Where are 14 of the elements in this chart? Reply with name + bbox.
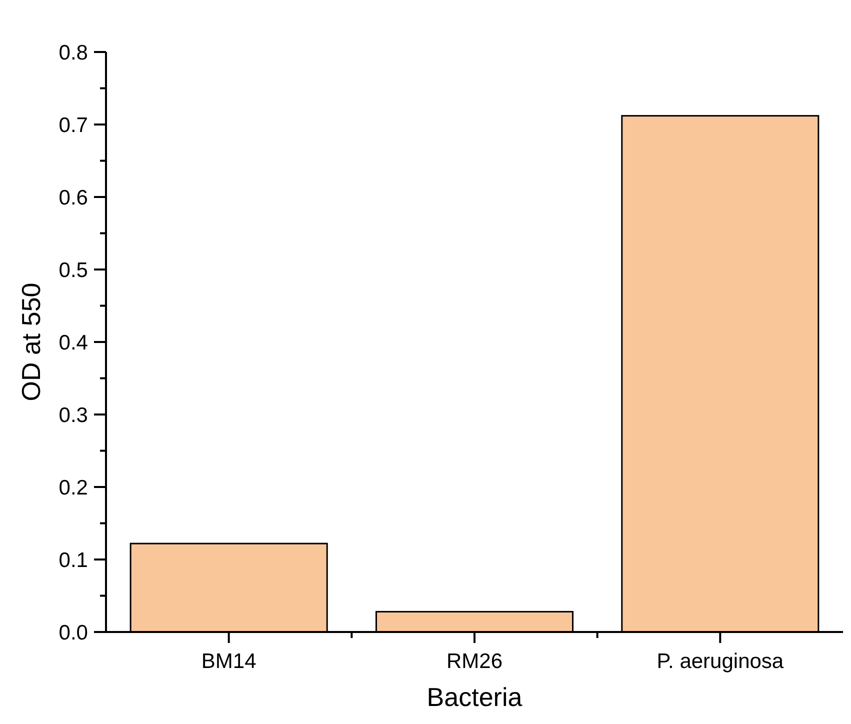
y-tick-label: 0.0 xyxy=(58,621,88,644)
x-axis-title: Bacteria xyxy=(426,682,523,712)
y-tick-label: 0.8 xyxy=(58,41,88,64)
y-tick-label: 0.6 xyxy=(58,186,88,210)
x-tick-label: BM14 xyxy=(201,650,257,673)
y-tick-label: 0.7 xyxy=(58,114,88,137)
y-tick-label: 0.2 xyxy=(58,476,88,500)
x-tick-label: RM26 xyxy=(446,650,503,673)
y-tick-label: 0.5 xyxy=(58,258,88,282)
y-tick-label: 0.1 xyxy=(58,548,88,572)
x-tick-label: P. aeruginosa xyxy=(656,650,784,673)
y-tick-label: 0.3 xyxy=(58,404,88,427)
y-axis-title: OD at 550 xyxy=(16,282,46,402)
y-tick-label: 0.4 xyxy=(58,331,88,354)
